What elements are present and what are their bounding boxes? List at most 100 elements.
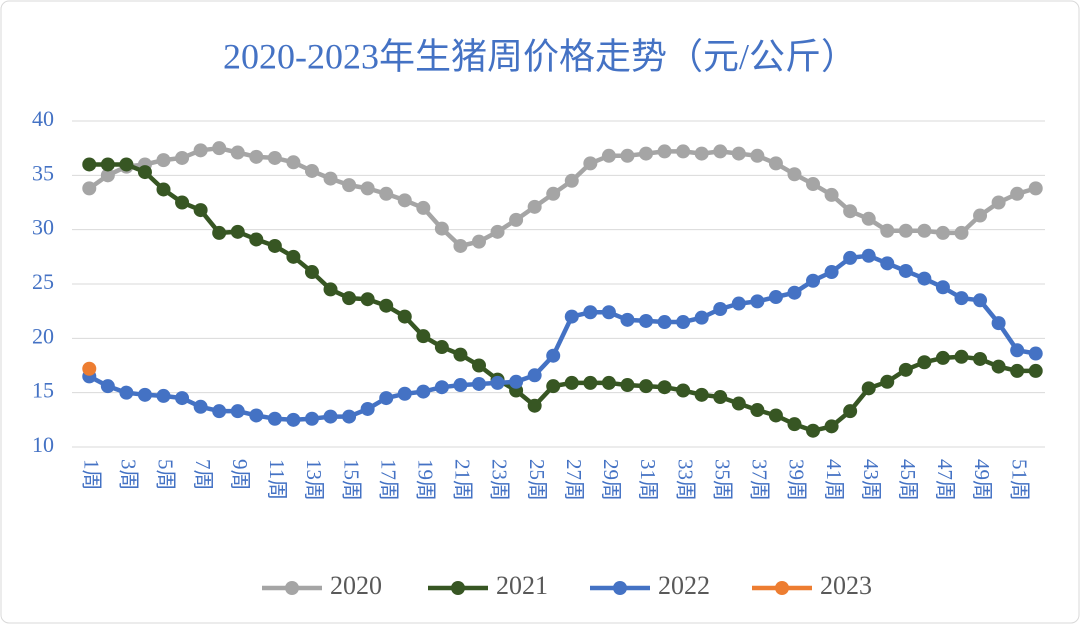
- x-tick-label: 25周: [525, 459, 549, 501]
- point: [768, 290, 783, 305]
- point: [212, 404, 227, 419]
- point: [546, 186, 561, 201]
- legend-marker: [775, 581, 789, 595]
- point: [694, 310, 709, 325]
- point: [471, 358, 486, 373]
- x-tick-label: 51周: [1007, 459, 1031, 501]
- y-tick-label: 40: [32, 106, 54, 131]
- point: [342, 178, 357, 193]
- point: [546, 348, 561, 363]
- point: [676, 144, 691, 159]
- x-tick-label: 43周: [859, 459, 883, 501]
- x-tick-label: 19周: [414, 459, 438, 501]
- point: [861, 381, 876, 396]
- point: [750, 148, 765, 163]
- point: [471, 234, 486, 249]
- y-tick-label: 20: [32, 323, 54, 348]
- point: [824, 419, 839, 434]
- point: [397, 386, 412, 401]
- point: [824, 265, 839, 280]
- point: [342, 409, 357, 424]
- point: [249, 408, 264, 423]
- point: [527, 368, 542, 383]
- point: [731, 146, 746, 161]
- point: [509, 212, 524, 227]
- point: [379, 298, 394, 313]
- point: [917, 271, 932, 286]
- x-tick-label: 9周: [228, 459, 252, 491]
- point: [694, 387, 709, 402]
- series-line: [87, 145, 1037, 249]
- point: [453, 347, 468, 362]
- point: [657, 144, 672, 159]
- y-tick-label: 30: [32, 215, 54, 240]
- point: [917, 355, 932, 370]
- point: [1028, 363, 1043, 378]
- point: [249, 149, 264, 164]
- point: [880, 374, 895, 389]
- point: [304, 163, 319, 178]
- x-tick-label: 21周: [451, 459, 475, 501]
- x-tick-label: 1周: [79, 459, 103, 491]
- legend-marker: [451, 581, 465, 595]
- point: [434, 340, 449, 355]
- series-line: [88, 253, 1037, 423]
- point: [397, 309, 412, 324]
- point: [267, 238, 282, 253]
- point: [304, 411, 319, 426]
- point: [768, 156, 783, 171]
- x-tick-label: 45周: [896, 459, 920, 501]
- point: [861, 211, 876, 226]
- y-tick-label: 10: [32, 432, 54, 457]
- point: [973, 293, 988, 308]
- point: [601, 148, 616, 163]
- point: [620, 148, 635, 163]
- point: [954, 349, 969, 364]
- point: [639, 379, 654, 394]
- point: [843, 250, 858, 265]
- y-tick-label: 15: [32, 378, 54, 403]
- point: [601, 375, 616, 390]
- point: [137, 165, 152, 180]
- point: [193, 399, 208, 414]
- point: [175, 391, 190, 406]
- point: [694, 146, 709, 161]
- point: [193, 203, 208, 218]
- point: [323, 282, 338, 297]
- point: [342, 291, 357, 306]
- point: [806, 177, 821, 192]
- point: [509, 374, 524, 389]
- y-tick-label: 35: [32, 160, 54, 185]
- point: [1028, 346, 1043, 361]
- legend-label: 2021: [496, 571, 548, 600]
- point: [564, 309, 579, 324]
- x-tick-label: 33周: [673, 459, 697, 501]
- point: [100, 379, 115, 394]
- legend-marker: [285, 581, 299, 595]
- point: [787, 417, 802, 432]
- x-tick-label: 3周: [117, 459, 141, 491]
- point: [935, 225, 950, 240]
- point: [620, 312, 635, 327]
- x-tick-label: 31周: [636, 459, 660, 501]
- point: [212, 141, 227, 156]
- point: [657, 380, 672, 395]
- x-tick-label: 27周: [562, 459, 586, 501]
- point: [843, 404, 858, 419]
- point: [787, 167, 802, 182]
- point: [731, 396, 746, 411]
- point: [286, 249, 301, 264]
- point: [564, 375, 579, 390]
- x-tick-label: 41周: [822, 459, 846, 501]
- point: [416, 384, 431, 399]
- point: [806, 273, 821, 288]
- point: [119, 157, 134, 172]
- point: [620, 378, 635, 393]
- point: [880, 223, 895, 238]
- x-tick-label: 49周: [970, 459, 994, 501]
- point: [416, 329, 431, 344]
- x-tick-label: 37周: [748, 459, 772, 501]
- point: [379, 186, 394, 201]
- x-tick-label: 15周: [339, 459, 363, 501]
